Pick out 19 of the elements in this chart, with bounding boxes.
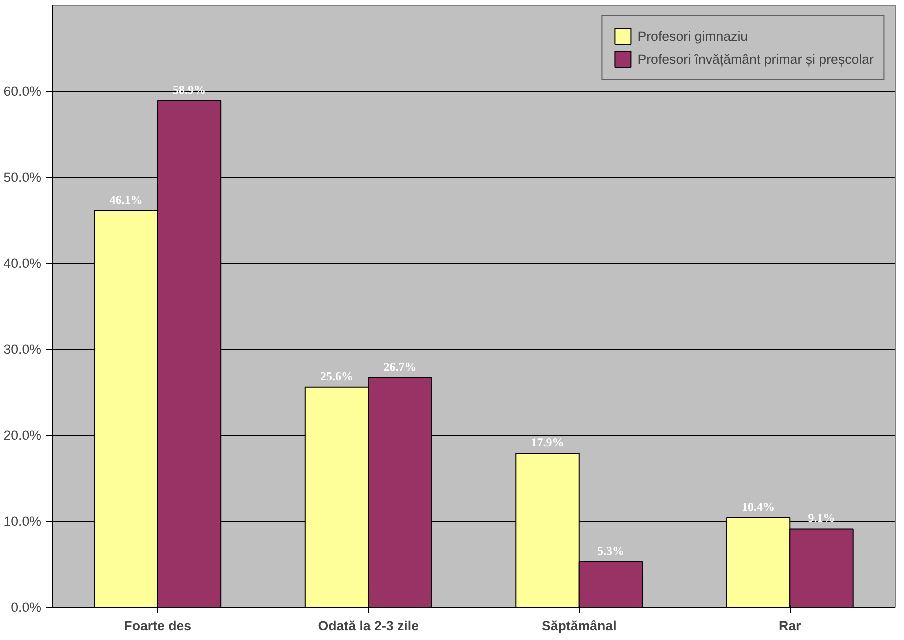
y-tick-label: 60.0% [4,84,42,99]
y-tick-label: 10.0% [4,514,42,529]
x-tick-label: Rar [779,618,802,634]
data-label: 25.6% [320,369,354,384]
x-tick-label: Foarte des [124,618,192,634]
y-tick-label: 0.0% [11,600,42,615]
y-tick-label: 40.0% [4,256,42,271]
data-label: 17.9% [531,436,564,450]
x-tick-label: Odată la 2-3 zile [318,618,420,634]
y-tick-label: 20.0% [4,428,42,443]
data-label: 5.3% [597,544,624,558]
y-tick-label: 50.0% [4,170,42,185]
legend-label: Profesori învățământ primar și preșcolar [638,52,874,66]
data-label: 26.7% [384,360,417,374]
y-tick-label: 30.0% [4,342,42,357]
x-tick-label: Săptămânal [542,618,617,634]
data-label: 46.1% [110,193,143,208]
data-label: 10.4% [742,500,776,514]
legend-label: Profesori gimnaziu [638,28,748,44]
